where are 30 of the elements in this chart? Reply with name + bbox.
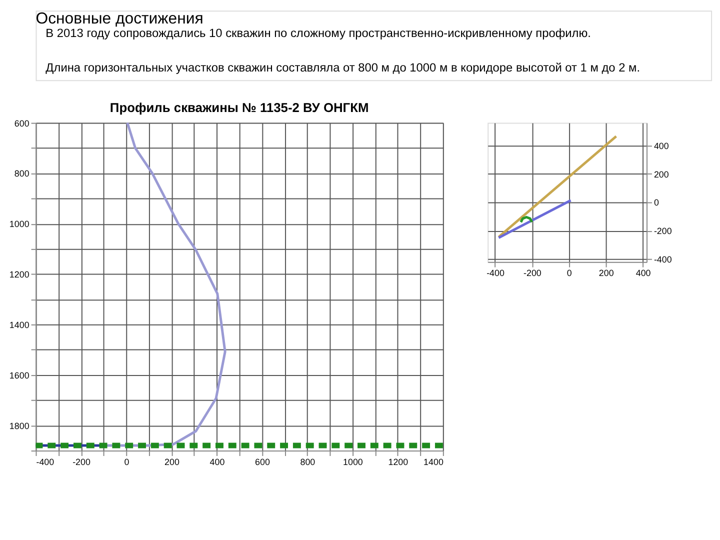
x-tick-label: 200 — [164, 456, 180, 467]
y-tick-label: -200 — [654, 226, 672, 236]
x-tick-label: 400 — [210, 456, 225, 467]
x-tick-label: 600 — [255, 456, 270, 467]
x-tick-label: 1400 — [424, 456, 444, 467]
x-tick-label: 1200 — [388, 456, 408, 467]
x-tick-label: -400 — [486, 268, 504, 278]
text: В 2013 году сопровождались 10 скважин по сложному пространственно-искривленному профилю. — [46, 26, 591, 40]
chart-title: Профиль скважины № 1135-2 ВУ ОНГКМ — [110, 100, 369, 115]
y-tick-label: 200 — [654, 169, 669, 180]
x-tick-label: 1000 — [343, 456, 363, 467]
x-tick-label: -400 — [36, 456, 54, 467]
y-tick-label: 400 — [654, 140, 669, 151]
y-tick-label: 600 — [14, 118, 30, 128]
y-tick-label: -400 — [654, 254, 672, 264]
x-tick-label: -200 — [72, 456, 90, 467]
y-tick-label: 1800 — [9, 420, 30, 431]
y-tick-label: 1600 — [9, 370, 30, 380]
y-tick-label: 0 — [654, 198, 659, 208]
x-tick-label: -200 — [524, 268, 542, 278]
text: Основные достижения — [36, 10, 204, 28]
y-tick-label: 1000 — [9, 219, 30, 230]
x-tick-label: 0 — [124, 456, 130, 467]
text: Длина горизонтальных участков скважин составляла от 800 м до 1000 м в коридоре высотой от 1 м до 2 м. — [46, 60, 640, 75]
x-tick-label: 0 — [566, 268, 572, 278]
x-tick-label: 400 — [636, 268, 651, 278]
x-tick-label: 200 — [598, 268, 614, 278]
x-tick-label: 800 — [300, 456, 316, 467]
y-tick-label: 800 — [14, 168, 30, 179]
y-tick-label: 1400 — [9, 320, 30, 330]
